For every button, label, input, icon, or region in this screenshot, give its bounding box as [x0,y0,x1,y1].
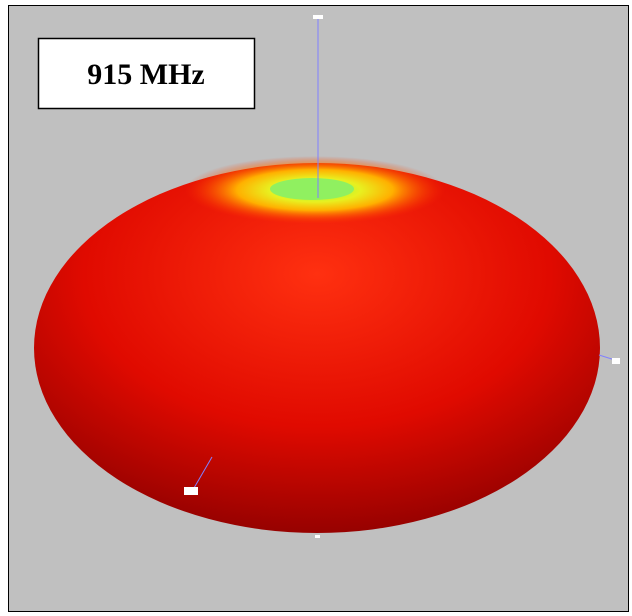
page: 915 MHz (() => { const data = JSON.parse… [0,0,632,616]
pattern-null [270,178,354,200]
frequency-label: 915 MHz [87,58,204,91]
y-axis-marker [612,358,620,364]
bottom-marker [315,535,320,538]
z-axis-marker [313,15,323,19]
x-axis-marker [184,487,198,495]
pattern-view: 915 MHz [0,0,632,616]
